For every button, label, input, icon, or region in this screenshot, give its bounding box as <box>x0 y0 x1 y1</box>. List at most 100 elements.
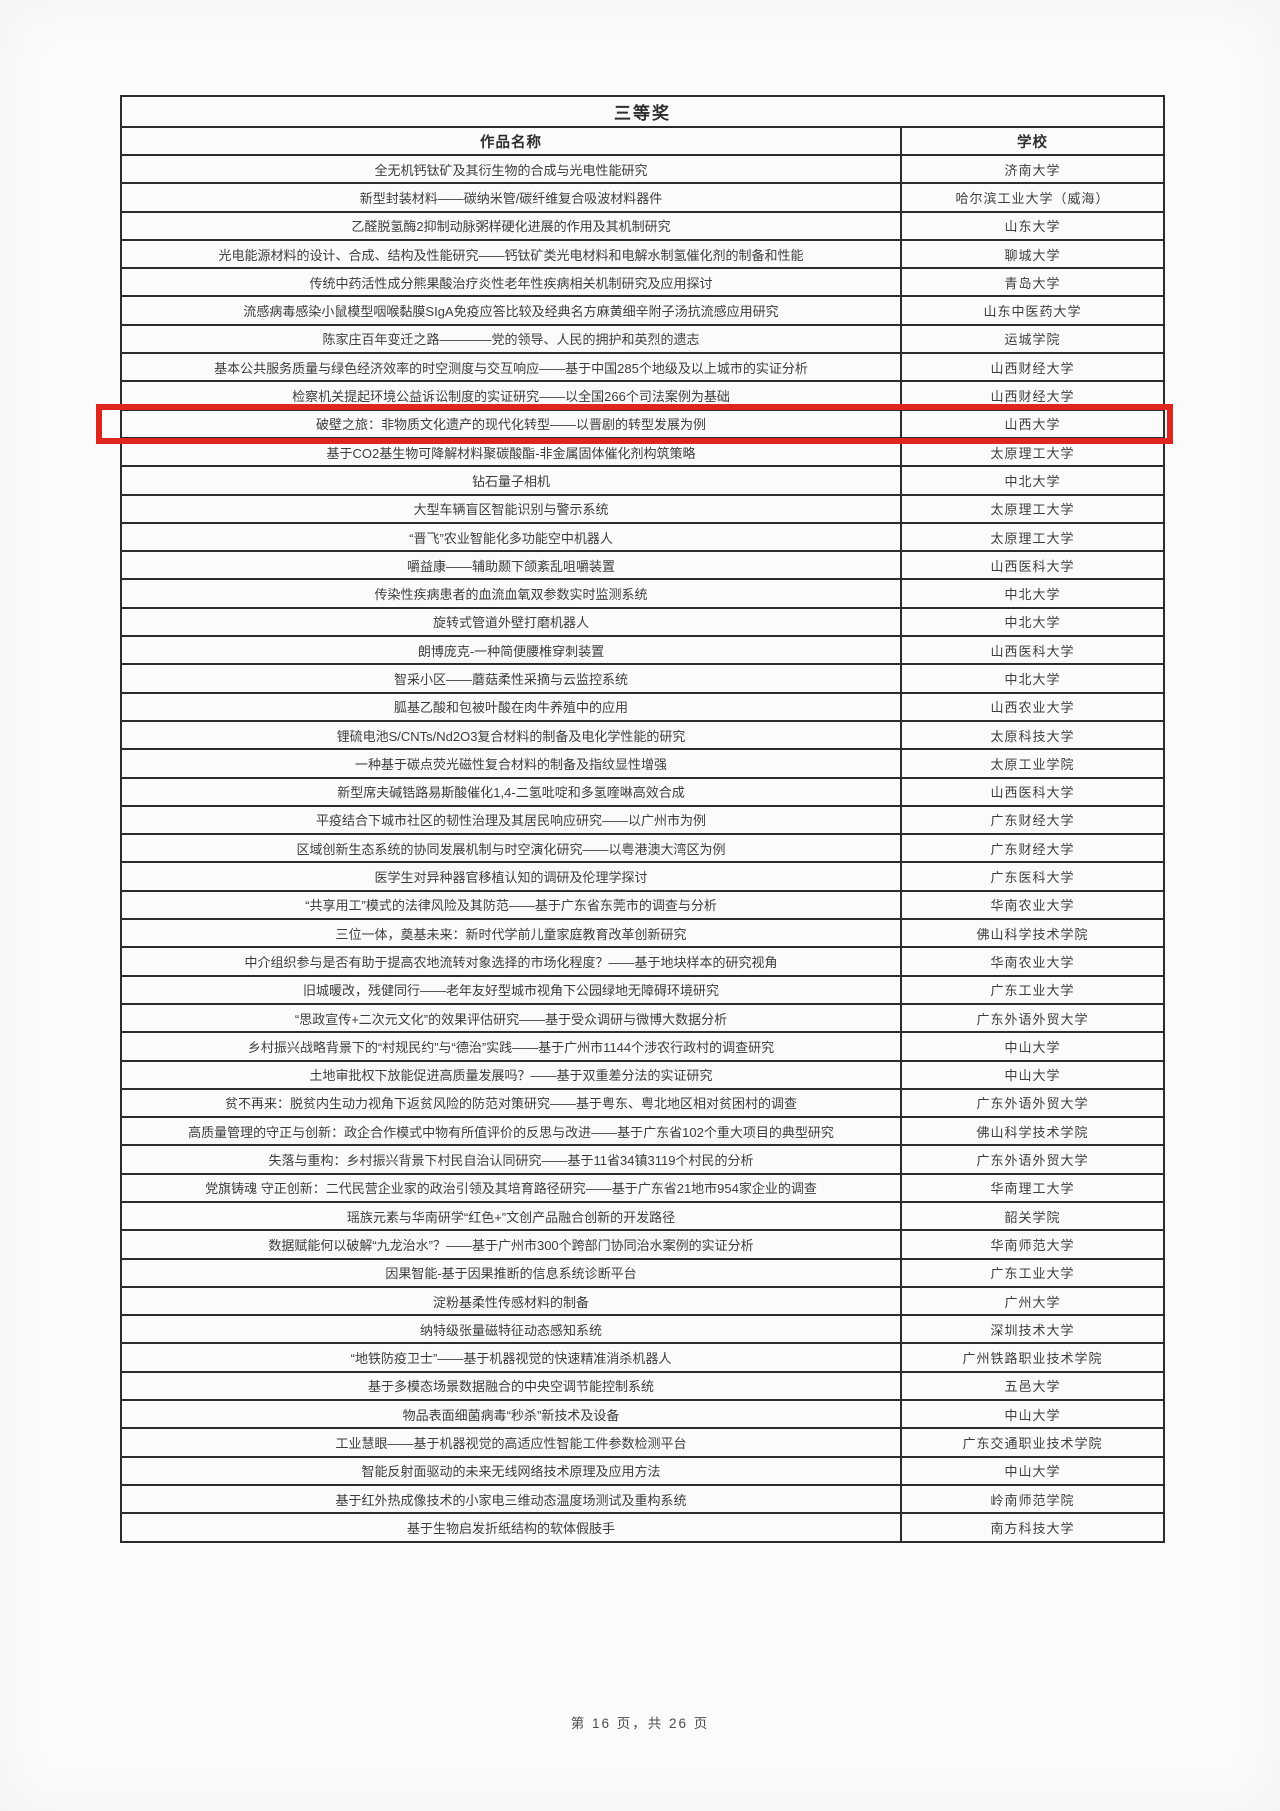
work-name: 胍基乙酸和包被叶酸在肉牛养殖中的应用 <box>120 691 902 722</box>
table-row: 瑶族元素与华南研学“红色+”文创产品融合创新的开发路径 韶关学院 <box>120 1200 1165 1232</box>
table-row: 全无机钙钛矿及其衍生物的合成与光电性能研究 济南大学 <box>120 153 1165 185</box>
school-name: 山西财经大学 <box>900 352 1165 383</box>
table-row: 新型席夫碱锆路易斯酸催化1,4-二氢吡啶和多氢喹啉高效合成 山西医科大学 <box>120 776 1165 807</box>
school-name: 广州大学 <box>900 1285 1165 1317</box>
work-name: 传染性疾病患者的血流血氧双参数实时监测系统 <box>120 578 902 609</box>
table-row: 基本公共服务质量与绿色经济效率的时空测度与交互响应——基于中国285个地级及以上… <box>120 352 1165 383</box>
table-row: 基于多模态场景数据融合的中央空调节能控制系统 五邑大学 <box>120 1370 1165 1402</box>
work-name: 检察机关提起环境公益诉讼制度的实证研究——以全国266个司法案例为基础 <box>120 380 902 411</box>
table-row: 数据赋能何以破解“九龙治水”？——基于广州市300个跨部门协同治水案例的实证分析… <box>120 1229 1165 1260</box>
table-row: 基于红外热成像技术的小家电三维动态温度场测试及重构系统 岭南师范学院 <box>120 1483 1165 1515</box>
table-row: 钻石量子相机 中北大学 <box>120 465 1165 496</box>
award-table: 三等奖 作品名称 学校 全无机钙钛矿及其衍生物的合成与光电性能研究 济南大学 新型封… <box>120 95 1165 1543</box>
table-row: 破壁之旅：非物质文化遗产的现代化转型——以晋剧的转型发展为例 山西大学 <box>120 408 1165 439</box>
work-name: 纳特级张量磁特征动态感知系统 <box>120 1314 902 1345</box>
school-name: 五邑大学 <box>900 1370 1165 1402</box>
work-name: 平疫结合下城市社区的韧性治理及其居民响应研究——以广州市为例 <box>120 804 902 836</box>
school-name: 南方科技大学 <box>900 1512 1165 1543</box>
school-name: 广东交通职业技术学院 <box>900 1427 1165 1458</box>
school-name: 广东工业大学 <box>900 1257 1165 1288</box>
table-row: 智采小区——蘑菇柔性采摘与云监控系统 中北大学 <box>120 663 1165 694</box>
work-name: 智能反射面驱动的未来无线网络技术原理及应用方法 <box>120 1455 902 1486</box>
table-row: “地铁防疫卫士”——基于机器视觉的快速精准消杀机器人 广州铁路职业技术学院 <box>120 1342 1165 1373</box>
table-row: “晋飞”农业智能化多功能空中机器人 太原理工大学 <box>120 521 1165 553</box>
work-name: 大型车辆盲区智能识别与警示系统 <box>120 493 902 524</box>
work-name: 破壁之旅：非物质文化遗产的现代化转型——以晋剧的转型发展为例 <box>120 408 902 439</box>
school-name: 广东财经大学 <box>900 833 1165 864</box>
table-row: 检察机关提起环境公益诉讼制度的实证研究——以全国266个司法案例为基础 山西财经大… <box>120 380 1165 411</box>
work-name: 陈家庄百年变迁之路————党的领导、人民的拥护和英烈的遗志 <box>120 323 902 355</box>
work-name: “思政宣传+二次元文化”的效果评估研究——基于受众调研与微博大数据分析 <box>120 1002 902 1034</box>
table-row: 高质量管理的守正与创新：政企合作模式中物有所值评价的反思与改进——基于广东省10… <box>120 1116 1165 1147</box>
work-name: 全无机钙钛矿及其衍生物的合成与光电性能研究 <box>120 153 902 185</box>
school-name: 山西财经大学 <box>900 380 1165 411</box>
table-row: 锂硫电池S/CNTs/Nd2O3复合材料的制备及电化学性能的研究 太原科技大学 <box>120 719 1165 751</box>
work-name: “共享用工”模式的法律风险及其防范——基于广东省东莞市的调查与分析 <box>120 889 902 921</box>
page-number: 第 16 页，共 26 页 <box>570 1716 710 1731</box>
school-name: 太原科技大学 <box>900 719 1165 751</box>
table-row: 土地审批权下放能促进高质量发展吗？——基于双重差分法的实证研究 中山大学 <box>120 1059 1165 1090</box>
school-name: 中北大学 <box>900 606 1165 638</box>
work-name: 乡村振兴战略背景下的“村规民约”与“德治”实践——基于广州市1144个涉农行政村… <box>120 1031 902 1062</box>
school-name: 山东大学 <box>900 210 1165 241</box>
school-name: 中山大学 <box>900 1399 1165 1430</box>
table-row: 物品表面细菌病毒“秒杀”新技术及设备 中山大学 <box>120 1399 1165 1430</box>
school-name: 华南理工大学 <box>900 1172 1165 1203</box>
work-name: 一种基于碳点荧光磁性复合材料的制备及指纹显性增强 <box>120 748 902 779</box>
school-name: 佛山科学技术学院 <box>900 918 1165 949</box>
school-name: 运城学院 <box>900 323 1165 355</box>
school-name: 韶关学院 <box>900 1200 1165 1232</box>
school-name: 山西医科大学 <box>900 550 1165 581</box>
table-row: 工业慧眼——基于机器视觉的高适应性智能工件参数检测平台 广东交通职业技术学院 <box>120 1427 1165 1458</box>
table-row: 中介组织参与是否有助于提高农地流转对象选择的市场化程度？——基于地块样本的研究视… <box>120 946 1165 977</box>
table-row: “思政宣传+二次元文化”的效果评估研究——基于受众调研与微博大数据分析 广东外语外… <box>120 1002 1165 1034</box>
work-name: 失落与重构：乡村振兴背景下村民自治认同研究——基于11省34镇3119个村民的分… <box>120 1144 902 1175</box>
school-name: 山东中医药大学 <box>900 295 1165 326</box>
table-title-row: 三等奖 <box>120 95 1165 128</box>
work-name: 新型封装材料——碳纳米管/碳纤维复合吸波材料器件 <box>120 182 902 213</box>
table-row: 基于生物启发折纸结构的软体假肢手 南方科技大学 <box>120 1512 1165 1543</box>
school-name: 广东医科大学 <box>900 861 1165 892</box>
work-name: 医学生对异种器官移植认知的调研及伦理学探讨 <box>120 861 902 892</box>
school-name: 广东外语外贸大学 <box>900 1002 1165 1034</box>
school-name: 中山大学 <box>900 1455 1165 1486</box>
table-row: 纳特级张量磁特征动态感知系统 深圳技术大学 <box>120 1314 1165 1345</box>
table-row: 新型封装材料——碳纳米管/碳纤维复合吸波材料器件 哈尔滨工业大学（威海） <box>120 182 1165 213</box>
work-name: 基本公共服务质量与绿色经济效率的时空测度与交互响应——基于中国285个地级及以上… <box>120 352 902 383</box>
school-name: 青岛大学 <box>900 267 1165 298</box>
work-name: 朗博庞克-一种简便腰椎穿刺装置 <box>120 635 902 666</box>
school-name: 太原理工大学 <box>900 493 1165 524</box>
work-name: 基于CO2基生物可降解材料聚碳酸酯-非金属固体催化剂构筑策略 <box>120 436 902 468</box>
school-name: 山西医科大学 <box>900 776 1165 807</box>
work-name: 区域创新生态系统的协同发展机制与时空演化研究——以粤港澳大湾区为例 <box>120 833 902 864</box>
work-name: 工业慧眼——基于机器视觉的高适应性智能工件参数检测平台 <box>120 1427 902 1458</box>
school-name: 太原理工大学 <box>900 521 1165 553</box>
school-name: 中北大学 <box>900 465 1165 496</box>
work-name: “地铁防疫卫士”——基于机器视觉的快速精准消杀机器人 <box>120 1342 902 1373</box>
table-row: 旧城暖改，残健同行——老年友好型城市视角下公园绿地无障碍环境研究 广东工业大学 <box>120 974 1165 1005</box>
table-row: 一种基于碳点荧光磁性复合材料的制备及指纹显性增强 太原工业学院 <box>120 748 1165 779</box>
work-name: 三位一体，奠基未来：新时代学前儿童家庭教育改革创新研究 <box>120 918 902 949</box>
column-header-work: 作品名称 <box>120 126 902 156</box>
table-title: 三等奖 <box>120 95 1165 128</box>
table-row: 失落与重构：乡村振兴背景下村民自治认同研究——基于11省34镇3119个村民的分… <box>120 1144 1165 1175</box>
table-row: 旋转式管道外壁打磨机器人 中北大学 <box>120 606 1165 638</box>
table-row: 胍基乙酸和包被叶酸在肉牛养殖中的应用 山西农业大学 <box>120 691 1165 722</box>
work-name: 基于多模态场景数据融合的中央空调节能控制系统 <box>120 1370 902 1402</box>
work-name: 党旗铸魂 守正创新：二代民营企业家的政治引领及其培育路径研究——基于广东省21地… <box>120 1172 902 1203</box>
work-name: 嚼益康——辅助颞下颌紊乱咀嚼装置 <box>120 550 902 581</box>
table-row: 医学生对异种器官移植认知的调研及伦理学探讨 广东医科大学 <box>120 861 1165 892</box>
work-name: 中介组织参与是否有助于提高农地流转对象选择的市场化程度？——基于地块样本的研究视… <box>120 946 902 977</box>
table-row: 平疫结合下城市社区的韧性治理及其居民响应研究——以广州市为例 广东财经大学 <box>120 804 1165 836</box>
work-name: 淀粉基柔性传感材料的制备 <box>120 1285 902 1317</box>
work-name: 传统中药活性成分熊果酸治疗炎性老年性疾病相关机制研究及应用探讨 <box>120 267 902 298</box>
school-name: 中北大学 <box>900 663 1165 694</box>
work-name: 因果智能-基于因果推断的信息系统诊断平台 <box>120 1257 902 1288</box>
school-name: 山西大学 <box>900 408 1165 439</box>
school-name: 济南大学 <box>900 153 1165 185</box>
school-name: 哈尔滨工业大学（威海） <box>900 182 1165 213</box>
table-header-row: 作品名称 学校 <box>120 126 1165 156</box>
work-name: 光电能源材料的设计、合成、结构及性能研究——钙钛矿类光电材料和电解水制氢催化剂的… <box>120 238 902 270</box>
table-row: 陈家庄百年变迁之路————党的领导、人民的拥护和英烈的遗志 运城学院 <box>120 323 1165 355</box>
